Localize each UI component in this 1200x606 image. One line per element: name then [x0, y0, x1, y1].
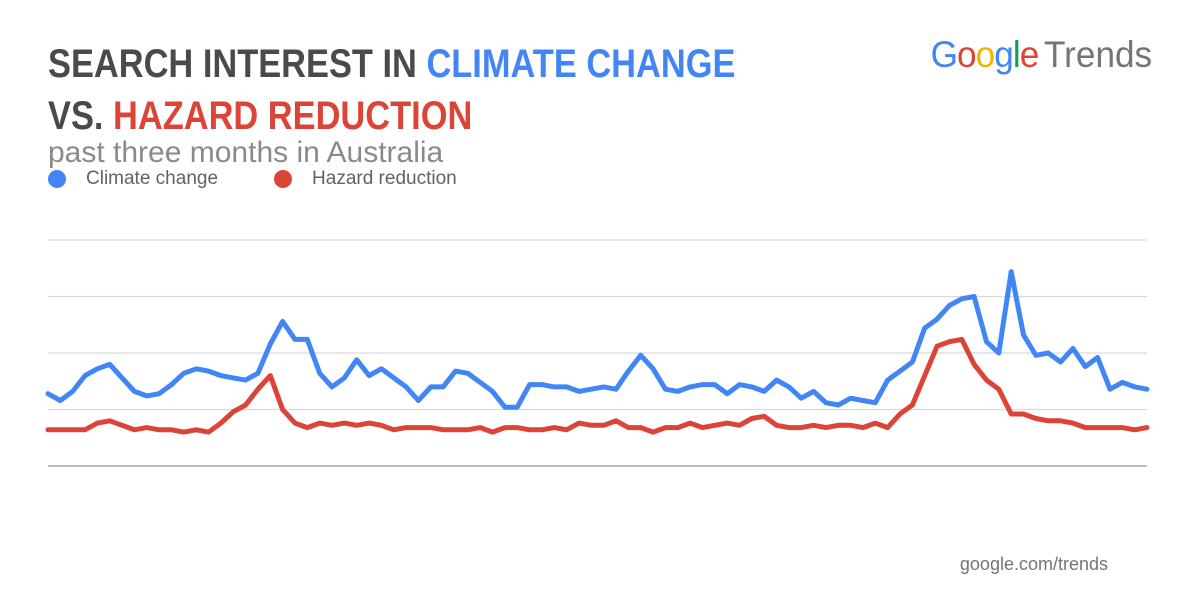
logo-letter: g: [994, 34, 1014, 75]
series-lines: [45, 269, 1150, 435]
legend-item-hazard-reduction: Hazard reduction: [274, 168, 457, 190]
title-term-climate-change: CLIMATE CHANGE: [426, 42, 736, 86]
legend-dot-icon: [48, 170, 66, 188]
chart-subtitle: past three months in Australia: [48, 136, 444, 169]
logo-letter: l: [1012, 34, 1021, 75]
series-line-climate-change: [45, 269, 1150, 410]
trends-wordmark: Trends: [1043, 34, 1152, 75]
logo-letter: o: [975, 34, 996, 75]
chart-title: SEARCH INTEREST IN CLIMATE CHANGE VS. HA…: [48, 38, 735, 142]
legend-item-climate-change: Climate change: [48, 168, 218, 190]
legend-dot-icon: [274, 170, 293, 188]
legend-label: Hazard reduction: [312, 168, 457, 189]
gridlines: [48, 239, 1147, 467]
title-term-hazard-reduction: HAZARD REDUCTION: [113, 94, 473, 138]
logo-letter: G: [930, 34, 958, 75]
logo-letter: o: [956, 34, 977, 75]
series-line-hazard-reduction: [45, 336, 1150, 435]
logo-letter: e: [1019, 34, 1040, 75]
title-vs: VS.: [48, 94, 104, 138]
legend-label: Climate change: [86, 168, 219, 189]
google-wordmark: Google: [930, 34, 1040, 75]
source-footer: google.com/trends: [959, 554, 1108, 574]
legend: Climate change Hazard reduction: [48, 168, 457, 190]
title-prefix: SEARCH INTEREST IN: [48, 42, 417, 86]
google-trends-logo: Google Trends: [931, 34, 1152, 76]
